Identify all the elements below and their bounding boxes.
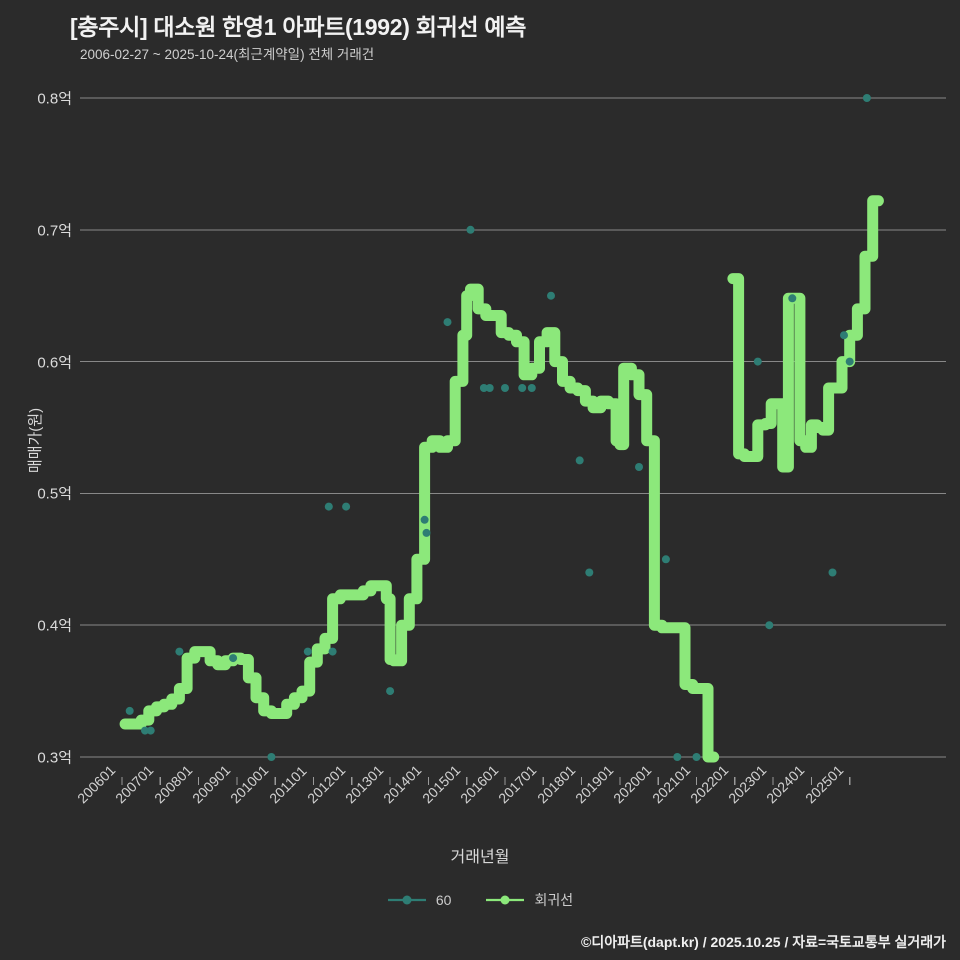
scatter-point (845, 357, 854, 366)
regression-line-segment (727, 195, 884, 473)
chart-legend: 60 회귀선 (0, 890, 960, 910)
x-axis-label: 거래년월 (450, 849, 510, 866)
scatter-point (324, 502, 333, 511)
chart-subtitle: 2006-02-27 ~ 2025-10-24(최근계약일) 전체 거래건 (80, 47, 375, 62)
scatter-point (420, 515, 429, 524)
scatter-series (125, 94, 871, 761)
y-axis-tick-label: 0.7억 (37, 222, 72, 240)
scatter-point (229, 654, 238, 663)
scatter-point (765, 621, 774, 630)
scatter-point (303, 647, 312, 656)
y-axis-tick-label: 0.4억 (37, 617, 72, 635)
y-axis-tick-label: 0.8억 (37, 90, 72, 108)
y-axis-label: 매매가(원) (27, 407, 45, 474)
scatter-point (840, 331, 848, 340)
scatter-point (342, 502, 351, 511)
scatter-point (328, 647, 337, 656)
scatter-point (125, 706, 134, 715)
regression-line-segment (119, 283, 720, 763)
scatter-point (575, 456, 584, 465)
legend-item-label: 회귀선 (534, 892, 574, 908)
scatter-point (692, 753, 701, 761)
y-axis-tick-label: 0.6억 (37, 354, 72, 372)
legend-item[interactable]: 회귀선 (485, 890, 573, 910)
legend-swatch-icon (387, 895, 426, 905)
scatter-point (485, 384, 494, 392)
scatter-point (443, 318, 452, 327)
scatter-point (422, 528, 431, 537)
scatter-point (501, 384, 509, 392)
scatter-point (862, 94, 871, 102)
scatter-point (141, 726, 149, 735)
scatter-point (175, 647, 184, 656)
scatter-point (479, 384, 488, 392)
scatter-point (753, 357, 762, 366)
scatter-point (527, 384, 536, 392)
legend-item[interactable]: 60 (387, 892, 452, 908)
scatter-point (661, 555, 670, 564)
scatter-point (828, 568, 837, 577)
legend-item-label: 60 (435, 892, 452, 908)
scatter-point (673, 753, 682, 761)
legend-swatch-icon (486, 895, 525, 905)
scatter-point (146, 726, 155, 735)
regression-line-series (119, 195, 884, 763)
footer-credit: ©디아파트(dapt.kr) / 2025.10.25 / 자료=국토교통부 실… (581, 934, 946, 950)
scatter-point (386, 687, 395, 696)
y-axis-tick-label: 0.3억 (37, 749, 72, 767)
y-axis-tick-label: 0.5억 (37, 485, 72, 503)
scatter-point (547, 291, 555, 300)
scatter-point (585, 568, 594, 577)
scatter-point (267, 753, 276, 761)
axis-ticks (121, 777, 851, 785)
page-title: [충주시] 대소원 한영1 아파트(1992) 회귀선 예측 (70, 14, 527, 40)
scatter-point (518, 384, 527, 392)
scatter-point (788, 294, 797, 303)
scatter-point (635, 463, 643, 471)
scatter-point (466, 225, 475, 234)
